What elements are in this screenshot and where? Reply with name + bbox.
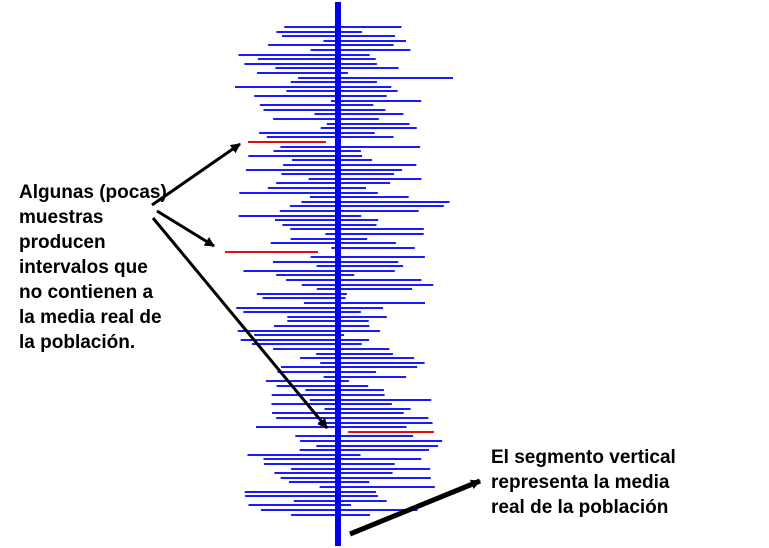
arrow-to-mean-line bbox=[349, 478, 481, 537]
arrow-to-miss-3 bbox=[151, 217, 329, 429]
left-annotation-line: producen bbox=[19, 232, 106, 253]
left-annotation-line: intervalos que bbox=[19, 257, 148, 278]
left-annotation-line: Algunas (pocas) bbox=[19, 182, 167, 203]
right-annotation-line: real de la población bbox=[491, 497, 669, 518]
left-annotation-line: la media real de bbox=[19, 307, 162, 328]
right-annotation-line: representa la media bbox=[491, 472, 670, 493]
left-annotation-line: la población. bbox=[19, 332, 136, 353]
right-annotation-line: El segmento vertical bbox=[491, 447, 676, 468]
right-annotation: El segmento vertical representa la media… bbox=[491, 420, 676, 520]
arrow-to-miss-1 bbox=[151, 142, 241, 207]
sample-intervals bbox=[225, 26, 453, 516]
arrow-to-miss-2 bbox=[156, 209, 215, 248]
left-annotation-line: muestras bbox=[19, 207, 104, 228]
annotation-arrows bbox=[151, 142, 481, 537]
left-annotation: Algunas (pocas) muestras producen interv… bbox=[19, 155, 167, 355]
left-annotation-line: no contienen a bbox=[19, 282, 154, 303]
